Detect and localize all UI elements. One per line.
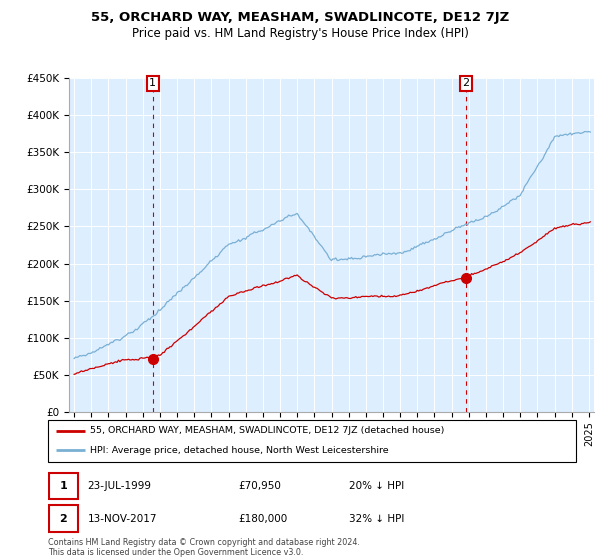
Text: 1: 1: [149, 78, 156, 88]
Text: Price paid vs. HM Land Registry's House Price Index (HPI): Price paid vs. HM Land Registry's House …: [131, 27, 469, 40]
Text: £180,000: £180,000: [238, 514, 287, 524]
Bar: [49, 505, 78, 532]
Text: HPI: Average price, detached house, North West Leicestershire: HPI: Average price, detached house, Nort…: [90, 446, 389, 455]
Text: Contains HM Land Registry data © Crown copyright and database right 2024.
This d: Contains HM Land Registry data © Crown c…: [48, 538, 360, 557]
Text: 13-NOV-2017: 13-NOV-2017: [88, 514, 157, 524]
Text: 2: 2: [463, 78, 469, 88]
Text: 2: 2: [59, 514, 67, 524]
Text: 20% ↓ HPI: 20% ↓ HPI: [349, 481, 404, 491]
Bar: [49, 473, 78, 499]
Text: 55, ORCHARD WAY, MEASHAM, SWADLINCOTE, DE12 7JZ (detached house): 55, ORCHARD WAY, MEASHAM, SWADLINCOTE, D…: [90, 426, 445, 435]
Text: 55, ORCHARD WAY, MEASHAM, SWADLINCOTE, DE12 7JZ: 55, ORCHARD WAY, MEASHAM, SWADLINCOTE, D…: [91, 11, 509, 24]
Text: 1: 1: [59, 481, 67, 491]
Text: 32% ↓ HPI: 32% ↓ HPI: [349, 514, 404, 524]
Text: £70,950: £70,950: [238, 481, 281, 491]
Text: 23-JUL-1999: 23-JUL-1999: [88, 481, 152, 491]
